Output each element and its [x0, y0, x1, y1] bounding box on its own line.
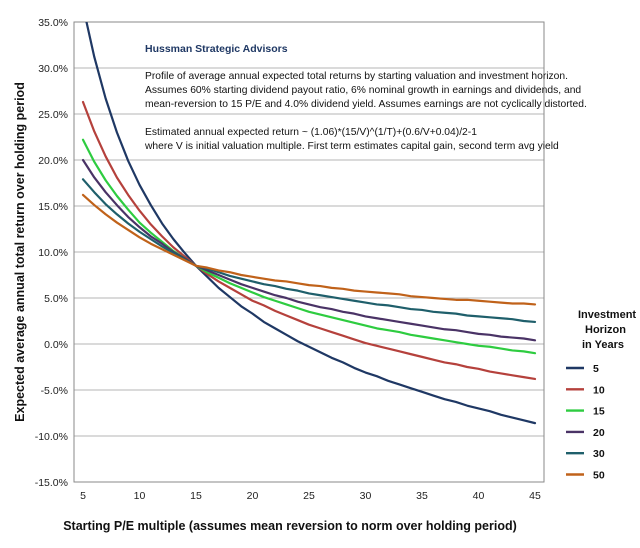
y-axis-title: Expected average annual total return ove…	[13, 82, 27, 422]
y-tick-label: 25.0%	[38, 109, 68, 121]
x-tick-label: 35	[416, 490, 428, 502]
x-axis-title: Starting P/E multiple (assumes mean reve…	[63, 519, 517, 533]
legend-label-30: 30	[593, 448, 605, 460]
x-tick-label: 40	[473, 490, 485, 502]
y-axis-tick-labels: -15.0% -10.0% -5.0% 0.0% 5.0% 10.0% 15.0% 20.0%…	[35, 17, 68, 489]
y-tick-label: 15.0%	[38, 201, 68, 213]
series-line-5-years	[85, 22, 537, 425]
y-tick-label: 5.0%	[44, 293, 68, 305]
y-tick-label: 30.0%	[38, 63, 68, 75]
x-tick-label: 15	[190, 490, 202, 502]
x-tick-label: 30	[360, 490, 372, 502]
annotation-line-1: Profile of average annual expected total…	[145, 71, 568, 82]
series-line-20-years	[81, 158, 537, 342]
series-line-30-years	[81, 178, 537, 324]
annotation-heading: Hussman Strategic Advisors	[145, 43, 288, 55]
legend-title-line-3: in Years	[582, 339, 624, 351]
x-axis-tick-labels: 5 10 15 20 25 30 35 40 45	[80, 490, 541, 502]
legend: Investment Horizon in Years 5 10 15 20 30 50	[566, 309, 636, 482]
y-tick-label: 10.0%	[38, 247, 68, 259]
legend-label-20: 20	[593, 427, 605, 439]
y-tick-label: 0.0%	[44, 339, 68, 351]
series-lines	[81, 22, 537, 425]
annotation-formula: Estimated annual expected return ~ (1.06…	[145, 127, 477, 138]
series-line-50-years	[81, 193, 537, 306]
x-tick-label: 45	[529, 490, 541, 502]
x-tick-label: 10	[134, 490, 146, 502]
y-tick-label: -10.0%	[35, 431, 68, 443]
legend-label-50: 50	[593, 470, 605, 482]
legend-label-10: 10	[593, 384, 605, 396]
legend-label-15: 15	[593, 406, 605, 418]
x-tick-label: 20	[247, 490, 259, 502]
legend-title-line-2: Horizon	[585, 324, 626, 336]
y-tick-label: -5.0%	[41, 385, 68, 397]
x-tick-label: 25	[303, 490, 315, 502]
y-tick-label: -15.0%	[35, 477, 68, 489]
x-tick-label: 5	[80, 490, 86, 502]
series-line-10-years	[81, 100, 537, 381]
y-tick-label: 20.0%	[38, 155, 68, 167]
annotation-line-2: Assumes 60% starting dividend payout rat…	[145, 85, 581, 96]
legend-label-5: 5	[593, 363, 599, 375]
y-tick-label: 35.0%	[38, 17, 68, 29]
legend-title-line-1: Investment	[578, 309, 636, 321]
annotation-line-3: mean-reversion to 15 P/E and 4.0% divide…	[145, 99, 587, 110]
annotation-formula-note: where V is initial valuation multiple. F…	[144, 141, 559, 152]
legend-items: 5 10 15 20 30 50	[566, 363, 605, 482]
plot-area-border	[73, 21, 545, 483]
series-line-15-years	[81, 138, 537, 355]
annotation-block: Hussman Strategic Advisors Profile of av…	[144, 43, 587, 152]
